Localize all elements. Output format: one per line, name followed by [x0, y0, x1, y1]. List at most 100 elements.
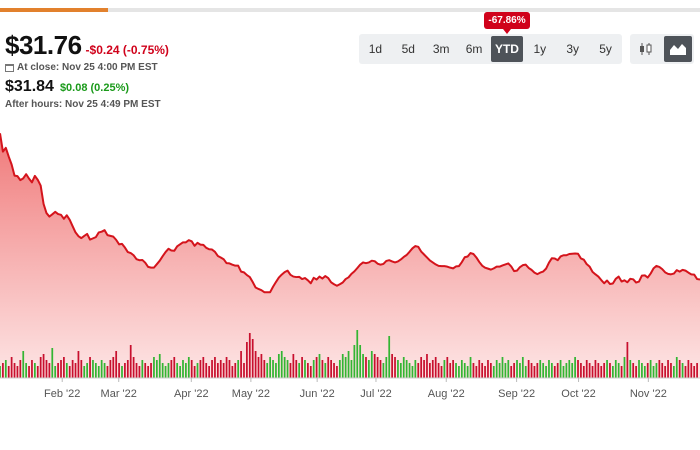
volume-bar — [658, 360, 661, 378]
volume-bar — [356, 330, 359, 378]
volume-bar — [327, 357, 330, 378]
range-3m[interactable]: 3m — [432, 42, 450, 56]
volume-bar — [399, 363, 402, 378]
volume-bar — [524, 366, 527, 378]
volume-bar — [211, 360, 213, 378]
candlestick-chart-button[interactable] — [632, 36, 660, 62]
volume-bar — [379, 360, 382, 378]
volume-bar — [458, 366, 460, 378]
volume-bar — [614, 360, 617, 378]
volume-bar — [103, 363, 106, 378]
mountain-chart-button[interactable] — [664, 36, 692, 62]
volume-bar — [629, 360, 632, 378]
volume-bar — [490, 363, 492, 378]
range-ytd[interactable]: YTD — [490, 36, 524, 62]
volume-bar — [475, 366, 478, 378]
volume-bar — [429, 363, 431, 378]
volume-bar — [257, 357, 260, 378]
volume-bar — [521, 357, 524, 378]
x-axis-label: Nov '22 — [630, 388, 667, 400]
volume-bar — [48, 363, 51, 378]
volume-bar — [301, 357, 303, 378]
volume-bar — [196, 363, 199, 378]
volume-bar — [362, 354, 364, 378]
volume-bar — [277, 354, 280, 378]
volume-bar — [565, 363, 568, 378]
volume-bar — [83, 366, 86, 378]
volume-bar — [176, 363, 179, 378]
volume-bar — [684, 366, 687, 378]
volume-bar — [437, 363, 440, 378]
after-hours-change: $0.08 (0.25%) — [59, 82, 130, 94]
volume-bar — [118, 363, 120, 378]
volume-bar — [283, 357, 286, 378]
range-5y[interactable]: 5y — [599, 42, 612, 56]
volume-bar — [559, 360, 562, 378]
volume-bar — [214, 357, 216, 378]
volume-bar — [205, 363, 208, 378]
volume-bar — [289, 363, 292, 378]
volume-bar — [179, 366, 181, 378]
volume-bar — [324, 363, 327, 378]
volume-bar — [25, 363, 28, 378]
volume-bar — [463, 363, 466, 378]
volume-bar — [350, 360, 353, 378]
volume-bar — [89, 357, 91, 378]
range-3y[interactable]: 3y — [566, 42, 580, 56]
x-axis-label: Oct '22 — [561, 388, 596, 400]
volume-bar — [336, 366, 338, 378]
volume-bar — [577, 360, 579, 378]
volume-bar — [612, 366, 614, 378]
volume-bar — [16, 366, 19, 378]
volume-bar — [585, 360, 588, 378]
volume-bar — [132, 357, 135, 378]
volume-bar — [347, 351, 350, 378]
x-axis-label: Jul '22 — [360, 388, 391, 400]
range-1d[interactable]: 1d — [368, 42, 383, 56]
loading-progress-fill — [0, 8, 108, 12]
volume-bar — [661, 363, 664, 378]
volume-bar — [397, 360, 399, 378]
volume-bar — [370, 351, 373, 378]
volume-bar — [594, 360, 597, 378]
volume-bar — [338, 360, 341, 378]
volume-bar — [173, 357, 176, 378]
volume-bar — [368, 360, 370, 378]
volume-bar — [495, 360, 498, 378]
volume-bar — [147, 366, 150, 378]
volume-bars — [0, 330, 698, 378]
volume-bar — [63, 357, 65, 378]
volume-bar — [388, 336, 391, 378]
volume-bar — [141, 360, 144, 378]
volume-bar — [402, 357, 405, 378]
volume-bar — [385, 357, 388, 378]
volume-bar — [135, 363, 138, 378]
volume-bar — [632, 363, 635, 378]
volume-bar — [71, 360, 74, 378]
volume-bar — [696, 363, 698, 378]
volume-bar — [92, 360, 94, 378]
range-6m[interactable]: 6m — [465, 42, 483, 56]
volume-bar — [312, 360, 315, 378]
volume-bar — [373, 354, 376, 378]
volume-bar — [641, 363, 643, 378]
range-1y[interactable]: 1y — [533, 42, 547, 56]
volume-bar — [548, 360, 550, 378]
volume-bar — [562, 366, 565, 378]
volume-bar — [553, 366, 556, 378]
volume-bar — [434, 357, 437, 378]
volume-bar — [643, 366, 646, 378]
volume-bar — [678, 360, 681, 378]
volume-bar — [216, 363, 219, 378]
volume-bar — [68, 366, 71, 378]
volume-bar — [510, 366, 513, 378]
volume-bar — [167, 363, 170, 378]
volume-bar — [446, 357, 449, 378]
volume-bar — [158, 354, 161, 378]
volume-bar — [164, 366, 167, 378]
volume-bar — [527, 360, 530, 378]
volume-bar — [391, 354, 393, 378]
volume-bar — [51, 348, 54, 378]
range-5d[interactable]: 5d — [401, 42, 415, 56]
